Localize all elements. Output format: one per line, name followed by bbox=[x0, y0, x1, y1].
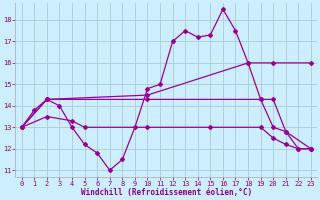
X-axis label: Windchill (Refroidissement éolien,°C): Windchill (Refroidissement éolien,°C) bbox=[81, 188, 252, 197]
